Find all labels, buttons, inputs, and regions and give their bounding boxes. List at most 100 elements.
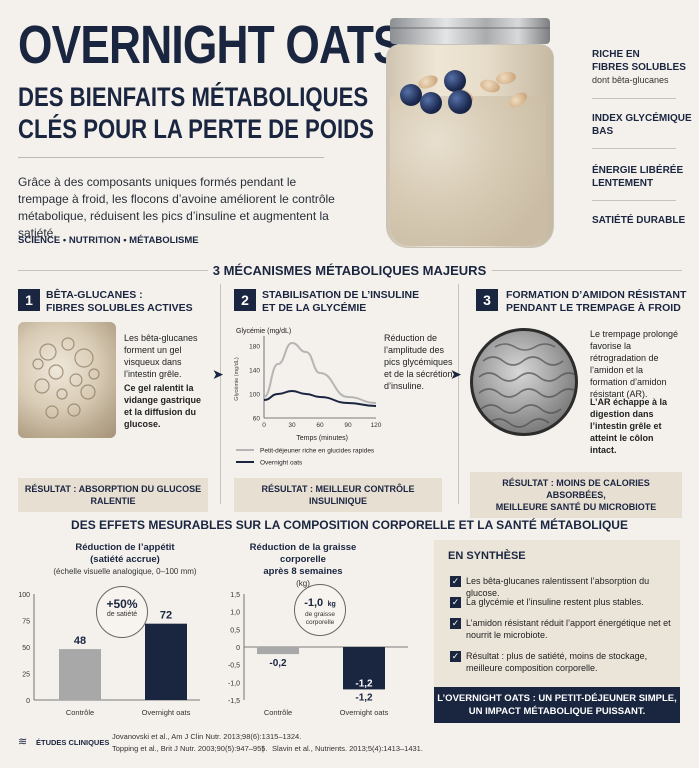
intro-text: Grâce à des composants uniques formés pe… [18, 175, 335, 240]
check-icon: ✓ [450, 651, 461, 662]
y-tick-label: 180 [249, 344, 260, 351]
mechanism-3-number: 3 [476, 289, 498, 311]
page-subtitle-line2: CLÉS POUR LA PERTE DE POIDS [18, 114, 374, 144]
benefit-fibres: RICHE EN FIBRES SOLUBLES dont bêta-glucan… [592, 49, 686, 85]
synthesis-panel: EN SYNTHÈSE ✓ Les bêta-glucanes ralentis… [434, 540, 680, 688]
y-tick-label: 50 [22, 645, 30, 652]
y-tick-label: 100 [18, 592, 30, 599]
x-tick-label: 90 [344, 422, 352, 429]
y-tick-label: 60 [253, 416, 261, 423]
page-title: OVERNIGHT OATS [18, 15, 403, 75]
mechanism-3-result: RÉSULTAT : MOINS DE CALORIES ABSORBÉES, M… [470, 472, 682, 518]
benefit-energy: ÉNERGIE LIBÉRÉE LENTEMENT [592, 165, 684, 189]
y-tick-label: 25 [22, 672, 30, 679]
check-icon: ✓ [450, 618, 461, 629]
mechanism-3-title: FORMATION D’AMIDON RÉSISTANT PENDANT LE T… [506, 289, 687, 314]
fat-bar-chart: 1,5 1,0 0,5 0 -0,5 -1,0 -1,5 -0,2 Contrôle -1,2 -1… [228, 592, 408, 717]
appetite-chart-subtitle: (échelle visuelle analogique, 0–100 mm) [53, 567, 197, 576]
mechanism-2-number: 2 [234, 289, 256, 311]
y-tick-label: 0 [236, 645, 240, 652]
blueberry [400, 84, 422, 106]
mechanism-1-number: 1 [18, 289, 40, 311]
topic-tags: SCIENCE • NUTRITION • MÉTABOLISME [18, 235, 199, 246]
mechanism-3-text-bold: L’AR échappe à la digestion dans l’intes… [590, 397, 668, 455]
beta-glucan-gel-image [18, 322, 116, 438]
mechanisms-title: 3 MÉCANISMES MÉTABOLIQUES MAJEURS [212, 263, 487, 278]
y-tick-label: -1,0 [228, 680, 240, 687]
resistant-starch-microscope-image [470, 328, 578, 436]
fat-bubble-label: de graisse corporelle [305, 611, 335, 626]
bar [257, 647, 299, 655]
arrow-right-icon: ➤ [212, 366, 224, 382]
glycemia-line-chart: Glycémie (mg/dL) Temps (minutes) 60 100 14… [234, 328, 382, 467]
satiety-bubble: +50% de satiété [96, 586, 148, 638]
mechanism-1-title: BÊTA-GLUCANES : FIBRES SOLUBLES ACTIVES [46, 289, 193, 314]
x-category-label: Overnight oats [340, 708, 389, 717]
x-tick-label: 30 [288, 422, 296, 429]
page-subtitle-line1: DES BIENFAITS MÉTABOLIQUES [18, 82, 369, 112]
fat-bubble-value: -1,0 kg [304, 597, 336, 609]
mechanism-3-text: Le trempage prolongé favorise la rétrogr… [590, 329, 679, 399]
blueberry [420, 92, 442, 114]
bar [59, 649, 101, 700]
x-tick-label: 60 [316, 422, 324, 429]
check-icon: ✓ [450, 597, 461, 608]
y-tick-label: 1,5 [230, 592, 240, 599]
synthesis-item: L’amidon résistant réduit l’apport énerg… [466, 618, 671, 640]
y-tick-label: 1,0 [230, 610, 240, 617]
mechanism-2-title: STABILISATION DE L’INSULINE ET DE LA GLYC… [262, 289, 420, 314]
satiety-bubble-label: de satiété [106, 611, 138, 618]
bar [145, 623, 187, 700]
satiety-bubble-value: +50% [106, 597, 138, 611]
studies-label: ÉTUDES CLINIQUES [36, 738, 110, 747]
x-category-label: Contrôle [66, 708, 94, 717]
legend-label: Overnight oats [260, 460, 303, 467]
mechanism-1-text: Les bêta-glucanes forment un gel visqueu… [124, 333, 198, 379]
study-reference: Topping et al., Brit J Nutr. 2003;90(5):… [112, 744, 268, 753]
panel-divider [220, 284, 221, 504]
fat-chart-title: Réduction de la graisse corporelle après… [249, 542, 357, 588]
appetite-bar-chart: 0 25 50 75 100 48 Contrôle 72 Overnight oats [18, 592, 200, 717]
x-tick-label: 120 [371, 422, 382, 429]
mechanism-2-result: RÉSULTAT : MEILLEUR CONTRÔLE INSULINIQUE [234, 478, 442, 512]
header-divider [18, 157, 324, 158]
panel-divider [458, 284, 459, 504]
chart-x-label: Temps (minutes) [296, 435, 348, 442]
synthesis-footer: L’OVERNIGHT OATS : UN PETIT-DÉJEUNER SIM… [434, 687, 680, 723]
benefit-divider [592, 200, 676, 201]
study-reference-separator: | [262, 744, 264, 753]
overnight-oats-jar-image [384, 18, 556, 248]
y-tick-label: 75 [22, 619, 30, 626]
section-divider [492, 270, 682, 271]
y-tick-label: -0,5 [228, 663, 240, 670]
mechanism-2-text: Réduction de l’amplitude des pics glycém… [384, 333, 453, 391]
chart-y-side-label: Glycémie (mg/dL) [234, 357, 240, 401]
bar-value-label: 72 [160, 610, 172, 622]
mechanism-1-text-bold: Ce gel ralentit la vidange gastrique et … [124, 383, 202, 429]
oats-filling [390, 96, 546, 246]
benefit-divider [592, 98, 676, 99]
effects-title: DES EFFETS MESURABLES SUR LA COMPOSITION… [71, 518, 628, 532]
synthesis-item: La glycémie et l’insuline restent plus s… [466, 597, 644, 607]
x-tick-label: 0 [262, 422, 266, 429]
benefit-divider [592, 148, 676, 149]
y-tick-label: 0,5 [230, 627, 240, 634]
benefit-satiety: SATIÉTÉ DURABLE [592, 215, 686, 226]
section-divider [18, 270, 208, 271]
legend-label: Petit-déjeuner riche en glucides rapides [260, 448, 375, 455]
layers-icon: ≋ [18, 736, 28, 748]
x-category-label: Overnight oats [142, 708, 191, 717]
chart-y-label: Glycémie (mg/dL) [236, 328, 291, 335]
bar [343, 647, 385, 690]
mechanism-1-result: RÉSULTAT : ABSORPTION DU GLUCOSE RALENTI… [18, 478, 208, 512]
y-tick-label: -1,5 [228, 698, 240, 705]
series-line-overnight-oats [263, 389, 377, 407]
bar-value-label: -0,2 [269, 658, 287, 669]
y-tick-label: 140 [249, 368, 260, 375]
benefit-glycemic-index: INDEX GLYCÉMIQUE BAS [592, 113, 692, 137]
bar-value-label: -1,2 [355, 678, 373, 689]
fat-bubble: -1,0 kg de graisse corporelle [294, 584, 346, 636]
arrow-right-icon: ➤ [450, 366, 462, 382]
x-category-label: Contrôle [264, 708, 292, 717]
y-tick-label: 100 [249, 392, 260, 399]
